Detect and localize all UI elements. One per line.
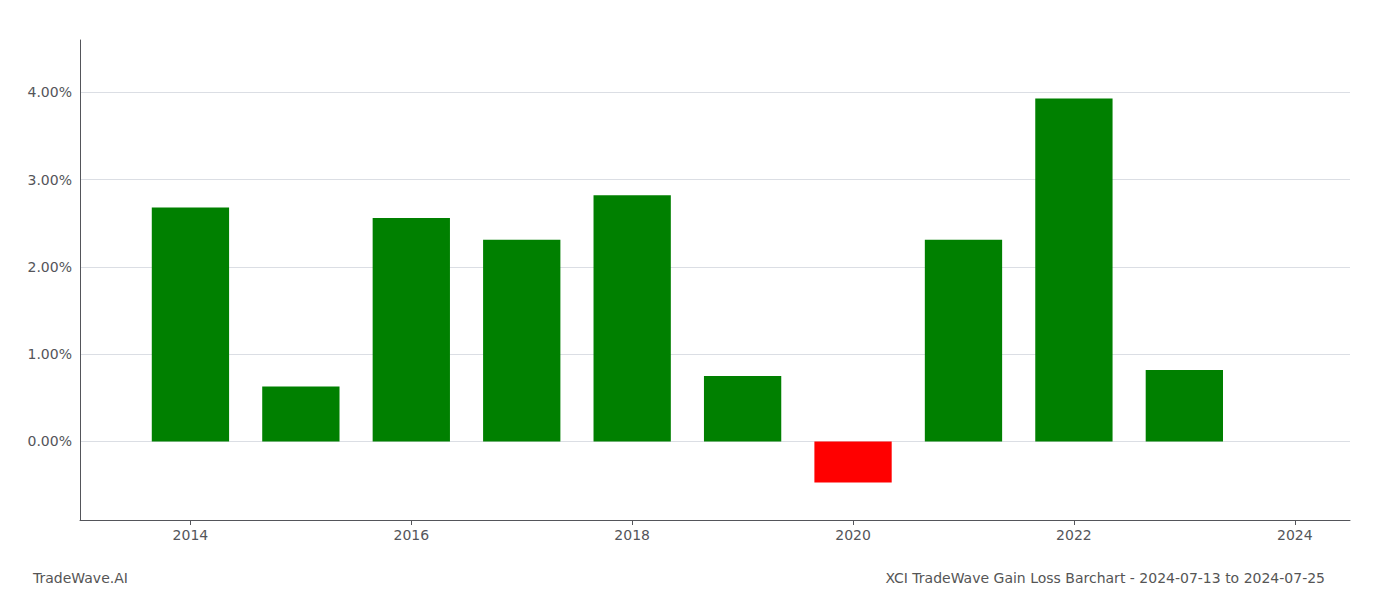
svg-text:1.00%: 1.00%: [28, 346, 72, 362]
svg-text:3.00%: 3.00%: [28, 172, 72, 188]
svg-text:2020: 2020: [835, 527, 871, 543]
svg-text:0.00%: 0.00%: [28, 433, 72, 449]
svg-text:2024: 2024: [1277, 527, 1313, 543]
svg-text:2014: 2014: [173, 527, 209, 543]
svg-text:XCI TradeWave Gain Loss Barcha: XCI TradeWave Gain Loss Barchart - 2024-…: [885, 570, 1325, 586]
svg-text:TradeWave.AI: TradeWave.AI: [32, 570, 128, 586]
svg-text:2022: 2022: [1056, 527, 1092, 543]
svg-text:4.00%: 4.00%: [28, 84, 72, 100]
svg-text:2018: 2018: [614, 527, 650, 543]
svg-text:2016: 2016: [393, 527, 429, 543]
svg-text:2.00%: 2.00%: [28, 259, 72, 275]
